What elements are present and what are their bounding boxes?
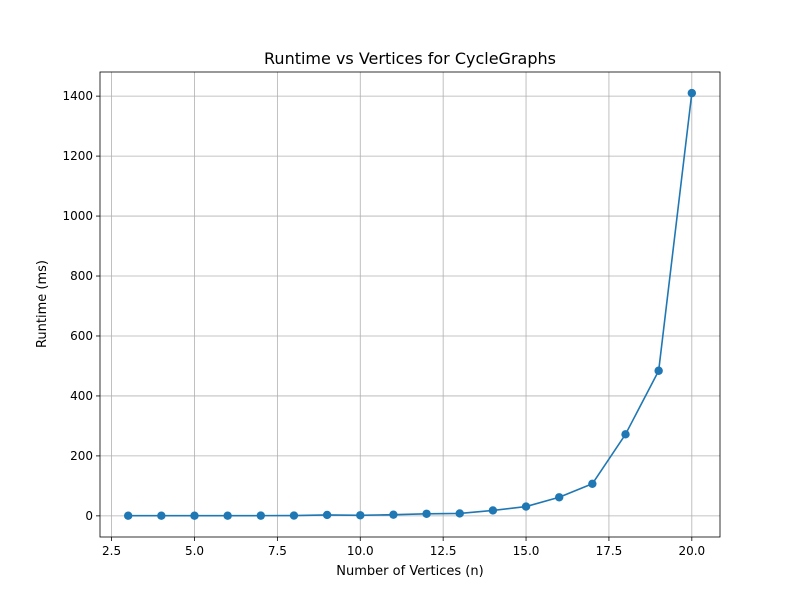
y-tick-label: 1400 xyxy=(62,89,93,103)
data-point xyxy=(621,430,630,439)
data-point xyxy=(588,479,597,488)
data-point xyxy=(356,511,365,520)
x-tick-label: 12.5 xyxy=(430,544,457,558)
grid xyxy=(100,72,720,537)
data-point xyxy=(190,511,199,520)
y-tick-label: 800 xyxy=(70,269,93,283)
y-tick-label: 200 xyxy=(70,449,93,463)
data-point xyxy=(554,493,564,502)
data-point xyxy=(157,511,166,520)
y-tick-label: 1200 xyxy=(62,149,93,163)
y-axis-label: Runtime (ms) xyxy=(35,260,50,348)
data-point xyxy=(389,510,398,519)
data-point xyxy=(223,511,232,520)
data-point xyxy=(455,509,464,518)
x-tick-label: 15.0 xyxy=(513,544,540,558)
y-tick-label: 0 xyxy=(85,509,93,523)
data-point xyxy=(654,366,663,375)
data-point xyxy=(289,511,299,520)
y-tick-label: 600 xyxy=(70,329,93,343)
series-line xyxy=(128,93,693,517)
x-tick-label: 2.5 xyxy=(102,544,121,558)
y-tick-label: 1000 xyxy=(62,209,93,223)
y-axis-ticks: 0 200 400 600 800 1000 1200 1400 xyxy=(62,89,100,523)
series-points xyxy=(123,88,697,520)
data-point xyxy=(521,502,531,511)
x-tick-label: 10.0 xyxy=(347,544,374,558)
data-point xyxy=(687,88,697,98)
data-point xyxy=(322,510,332,520)
x-tick-label: 7.5 xyxy=(268,544,287,558)
chart-title: Runtime vs Vertices for CycleGraphs xyxy=(264,49,556,68)
series-line-layer xyxy=(128,93,693,517)
x-tick-label: 20.0 xyxy=(678,544,705,558)
data-point xyxy=(123,511,133,520)
x-tick-label: 5.0 xyxy=(185,544,204,558)
data-point xyxy=(256,511,266,520)
y-tick-label: 400 xyxy=(70,389,93,403)
x-axis-ticks: 2.5 5.0 7.5 10.0 12.5 15.0 17.5 20.0 xyxy=(102,537,705,558)
x-tick-label: 17.5 xyxy=(596,544,623,558)
plot-frame xyxy=(99,71,721,538)
data-point xyxy=(488,506,498,515)
data-point xyxy=(422,509,431,518)
x-axis-label: Number of Vertices (n) xyxy=(336,564,483,579)
